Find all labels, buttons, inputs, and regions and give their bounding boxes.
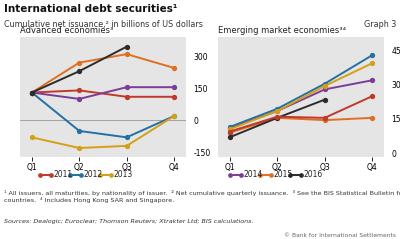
Text: Emerging market economies³⁴: Emerging market economies³⁴ bbox=[218, 26, 346, 35]
Text: 2014: 2014 bbox=[243, 170, 262, 179]
Text: 2015: 2015 bbox=[273, 170, 292, 179]
Text: Cumulative net issuance,² in billions of US dollars: Cumulative net issuance,² in billions of… bbox=[4, 20, 203, 29]
Text: Sources: Dealogic; Euroclear; Thomson Reuters; Xtrakter Ltd; BIS calculations.: Sources: Dealogic; Euroclear; Thomson Re… bbox=[4, 219, 254, 224]
Text: International debt securities¹: International debt securities¹ bbox=[4, 4, 177, 14]
Text: Advanced economies³: Advanced economies³ bbox=[20, 26, 113, 35]
Text: 2013: 2013 bbox=[113, 170, 132, 179]
Text: 2012: 2012 bbox=[83, 170, 102, 179]
Text: ¹ All issuers, all maturities, by nationality of issuer.  ² Net cumulative quart: ¹ All issuers, all maturities, by nation… bbox=[4, 190, 400, 203]
Text: 2016: 2016 bbox=[303, 170, 322, 179]
Text: Graph 3: Graph 3 bbox=[364, 20, 396, 29]
Text: 2011: 2011 bbox=[53, 170, 72, 179]
Text: © Bank for International Settlements: © Bank for International Settlements bbox=[284, 233, 396, 238]
